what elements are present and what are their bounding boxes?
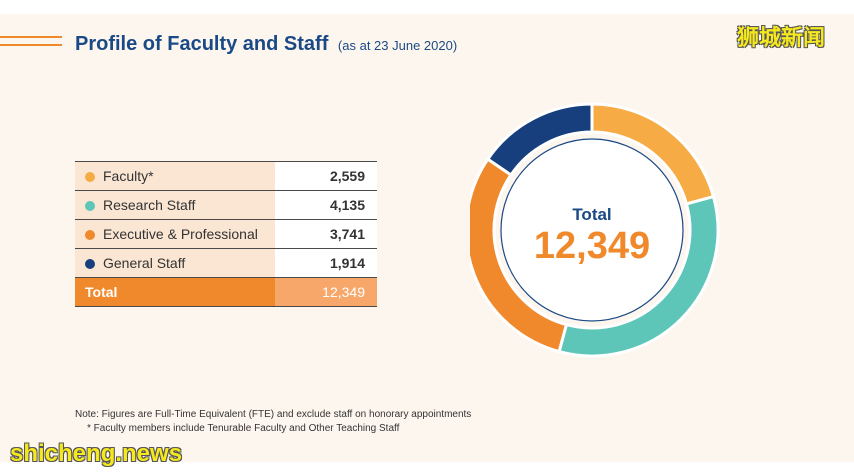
category-value: 4,135 xyxy=(275,190,377,220)
total-value: 12,349 xyxy=(275,277,377,307)
category-label: Faculty* xyxy=(103,168,154,184)
donut-chart: Total 12,349 xyxy=(470,102,720,358)
table-row: Executive & Professional 3,741 xyxy=(75,219,377,249)
donut-slices xyxy=(470,102,720,358)
category-label: Executive & Professional xyxy=(103,226,258,242)
watermark-top: 狮城新闻 xyxy=(737,25,826,50)
page-title: Profile of Faculty and Staff (as at 23 J… xyxy=(75,33,457,56)
center-total: 12,349 xyxy=(534,225,650,267)
table-row: General Staff 1,914 xyxy=(75,248,377,278)
watermark-bottom: shicheng.news xyxy=(10,440,183,467)
center-label: Total xyxy=(572,205,611,224)
footnote-asterisk-line: * Faculty members include Tenurable Facu… xyxy=(87,423,400,434)
table-total-row: Total 12,349 xyxy=(75,277,377,307)
date-note: (as at 23 June 2020) xyxy=(337,38,458,53)
legend-dot-faculty xyxy=(85,172,95,182)
legend-dot-research xyxy=(85,201,95,211)
table-row: Faculty* 2,559 xyxy=(75,161,377,191)
footnote-line: Note: Figures are Full-Time Equivalent (… xyxy=(75,409,472,420)
footnote: Note: Figures are Full-Time Equivalent (… xyxy=(75,408,471,436)
category-value: 3,741 xyxy=(275,219,377,249)
legend-dot-general xyxy=(85,259,95,269)
category-value: 2,559 xyxy=(275,161,377,191)
table-row: Research Staff 4,135 xyxy=(75,190,377,220)
inner-ring xyxy=(500,138,684,322)
category-label: General Staff xyxy=(103,255,186,271)
category-value: 1,914 xyxy=(275,248,377,278)
title-text: Profile of Faculty and Staff xyxy=(75,33,329,55)
title-decoration xyxy=(0,36,62,50)
legend-dot-executive xyxy=(85,230,95,240)
staff-table: Faculty* 2,559 Research Staff 4,135 Exec… xyxy=(75,161,377,307)
total-label: Total xyxy=(75,277,275,307)
category-label: Research Staff xyxy=(103,197,196,213)
slice-general-staff xyxy=(485,102,594,177)
